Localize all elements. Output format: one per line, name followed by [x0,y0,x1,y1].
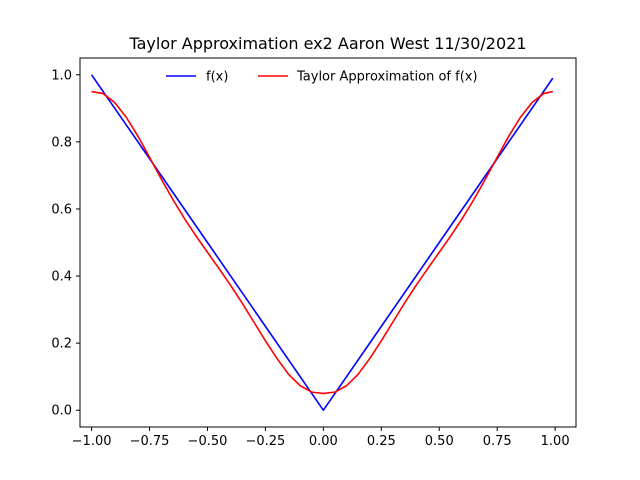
x-tick-label: 1.00 [541,434,570,449]
y-tick-label: 0.4 [51,270,72,285]
x-tick-label: −0.50 [188,434,228,449]
x-tick-label: 0.75 [483,434,512,449]
plot-frame [79,57,577,428]
y-tick-label: 1.0 [51,68,72,83]
chart-title: Taylor Approximation ex2 Aaron West 11/3… [128,34,526,53]
y-tick-label: 0.2 [51,337,72,352]
legend-label-1: f(x) [206,70,228,85]
y-tick-label: 0.8 [51,135,72,150]
x-tick-label: −0.25 [245,434,285,449]
x-tick-label: 0.00 [309,434,338,449]
x-tick-label: 0.25 [367,434,396,449]
y-tick-label: 0.0 [51,404,72,419]
x-tick-label: −1.00 [72,434,112,449]
plot-area [79,57,577,428]
y-axis: 0.0 0.2 0.4 0.6 0.8 1.0 [51,68,80,419]
y-tick-label: 0.6 [51,202,72,217]
series-line-1 [90,74,554,412]
series-line-2 [91,90,553,395]
legend-label-2: Taylor Approximation of f(x) [296,70,478,85]
x-axis: −1.00 −0.75 −0.50 −0.25 0.00 0.25 0.50 0.75 1.00 [72,427,570,449]
x-tick-label: −0.75 [130,434,170,449]
legend: f(x) Taylor Approximation of f(x) [166,70,478,85]
x-tick-label: 0.50 [425,434,454,449]
